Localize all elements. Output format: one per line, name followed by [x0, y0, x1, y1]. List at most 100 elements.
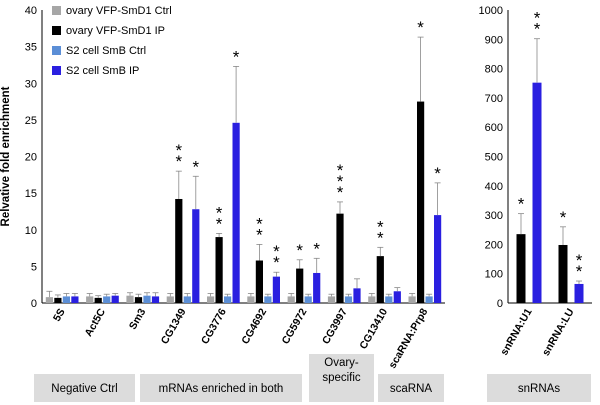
bar-scarna-prp8-series-1 [408, 296, 416, 303]
significance-marker: * * [534, 9, 541, 39]
significance-marker: * [296, 241, 303, 260]
bar-cg5972-series-1 [287, 296, 295, 303]
y-tick-label: 200 [485, 239, 503, 251]
bar-snrna-lu-series-1 [558, 244, 568, 303]
bar-act5c-series-4 [111, 295, 119, 303]
group-label-box [140, 374, 302, 402]
x-tick-label: CG13410 [357, 306, 390, 351]
x-tick-label: snRNA:U1 [498, 306, 534, 357]
y-tick-label: 0 [31, 298, 37, 310]
bar-scarna-prp8-series-3 [425, 296, 433, 303]
significance-marker: * [313, 239, 320, 258]
bar-cg1349-series-1 [166, 296, 174, 303]
y-tick-label: 5 [31, 261, 37, 273]
bar-sm3-series-2 [134, 297, 143, 303]
bar-cg3997-series-3 [344, 296, 353, 303]
bar-cg1349-series-3 [183, 296, 191, 303]
legend-swatch [52, 46, 61, 55]
y-tick-label: 700 [485, 93, 503, 105]
bar-cg13410-series-1 [368, 296, 376, 303]
bar-cg13410-series-3 [385, 296, 393, 303]
significance-marker: * * [273, 242, 280, 272]
significance-marker: * [192, 157, 199, 176]
legend-label: ovary VFP-SmD1 IP [66, 25, 165, 37]
y-tick-label: 10 [25, 225, 37, 237]
bar-cg4692-series-1 [247, 296, 255, 303]
bar-cg3776-series-3 [224, 296, 232, 303]
significance-marker: * * [256, 214, 263, 244]
x-tick-label: 5S [51, 307, 68, 324]
bar-cg13410-series-4 [393, 291, 401, 303]
bar-cg4692-series-3 [264, 296, 272, 303]
bar-cg3776-series-4 [232, 122, 240, 304]
bar-scarna-prp8-series-2 [417, 101, 425, 303]
bar-snrna-lu-series-2 [574, 283, 584, 303]
y-tick-label: 25 [25, 115, 37, 127]
legend-swatch [52, 26, 61, 35]
x-tick-label: Sm3 [127, 306, 149, 331]
bar-5s-series-2 [54, 297, 62, 303]
bar-sm3-series-3 [143, 295, 151, 303]
significance-marker: * * [175, 141, 182, 171]
bar-5s-series-1 [45, 297, 53, 303]
x-tick-label: CG1349 [159, 306, 189, 346]
significance-marker: * [434, 164, 441, 183]
bar-act5c-series-3 [103, 296, 111, 303]
x-tick-label: CG3997 [320, 306, 350, 346]
y-axis-title: Relvative fold enrichment [0, 86, 12, 226]
bar-5s-series-3 [62, 296, 70, 303]
bar-cg3997-series-1 [327, 296, 336, 303]
significance-marker: * [417, 18, 424, 37]
y-tick-label: 20 [25, 152, 37, 164]
bar-cg4692-series-4 [272, 276, 280, 303]
group-label-box [309, 354, 374, 402]
group-label: snRNAs [518, 383, 560, 395]
x-tick-label: scaRNA:Prp8 [387, 306, 431, 370]
significance-marker: * * [216, 203, 223, 233]
y-tick-label: 35 [25, 42, 37, 54]
group-label-box [487, 374, 591, 402]
bar-act5c-series-1 [86, 296, 94, 303]
significance-marker: * * [377, 217, 384, 247]
y-tick-label: 40 [25, 5, 37, 17]
bar-cg1349-series-2 [175, 198, 183, 303]
group-label: scaRNA [390, 383, 433, 395]
significance-marker: * * [576, 251, 583, 281]
bar-cg5972-series-2 [296, 268, 304, 303]
bar-cg3776-series-2 [215, 237, 223, 303]
bar-snrna-u1-series-2 [532, 82, 542, 303]
bar-5s-series-4 [71, 296, 79, 303]
bar-cg3776-series-1 [207, 296, 215, 303]
bar-sm3-series-1 [126, 295, 134, 303]
x-tick-label: Act5C [82, 306, 108, 339]
group-label: Ovary-specific [322, 357, 361, 384]
group-label: mRNAs enriched in both [159, 383, 284, 395]
y-tick-label: 100 [485, 269, 503, 281]
legend-label: S2 cell SmB Ctrl [66, 45, 146, 57]
bar-cg5972-series-4 [313, 272, 321, 303]
significance-marker: * [233, 47, 240, 66]
bar-cg4692-series-2 [255, 260, 263, 303]
y-tick-label: 300 [485, 210, 503, 222]
legend-label: S2 cell SmB IP [66, 65, 139, 77]
bar-cg3997-series-4 [353, 288, 361, 303]
y-tick-label: 1000 [479, 5, 503, 17]
y-tick-label: 800 [485, 64, 503, 76]
group-label-box [34, 374, 135, 402]
x-tick-label: CG3776 [199, 306, 229, 346]
y-tick-label: 15 [25, 188, 37, 200]
bar-cg5972-series-3 [304, 296, 312, 303]
x-tick-label: CG5972 [280, 306, 310, 346]
y-tick-label: 400 [485, 181, 503, 193]
bar-scarna-prp8-series-4 [434, 215, 442, 303]
y-tick-label: 900 [485, 34, 503, 46]
bar-act5c-series-2 [94, 297, 102, 303]
bar-snrna-u1-series-1 [516, 234, 526, 303]
y-tick-label: 600 [485, 122, 503, 134]
bar-cg1349-series-4 [192, 209, 200, 303]
legend-label: ovary VFP-SmD1 Ctrl [66, 5, 172, 17]
legend: ovary VFP-SmD1 Ctrl ovary VFP-SmD1 IP S2 c… [52, 5, 172, 77]
